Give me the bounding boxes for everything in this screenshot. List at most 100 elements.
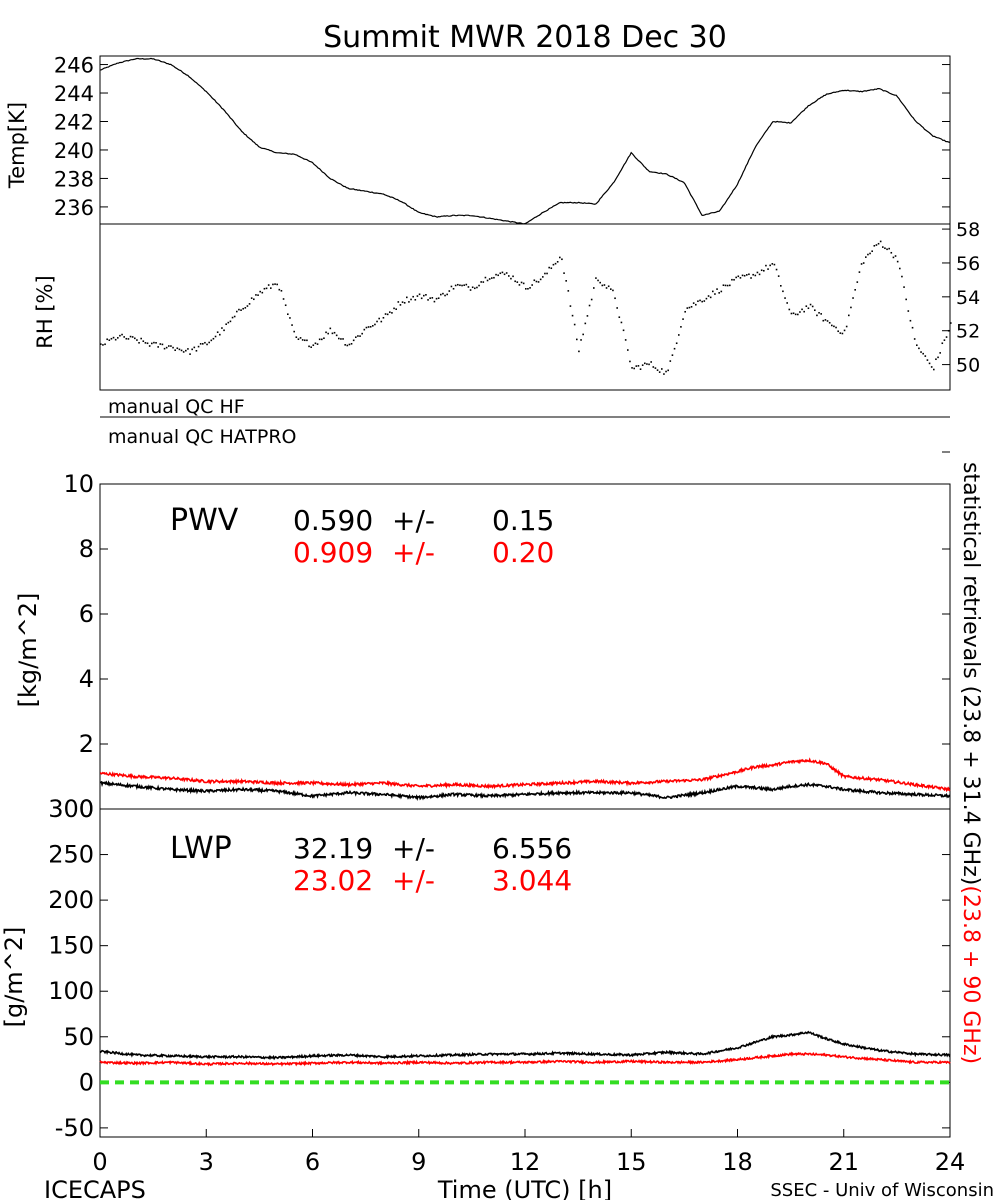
series-layer [99, 57, 952, 1085]
rh-point [376, 320, 378, 323]
rh-point [484, 276, 487, 279]
rh-point [539, 278, 542, 281]
pwv-red-sd: 0.20 [492, 536, 554, 569]
rh-point [950, 322, 952, 324]
rh-point [537, 281, 540, 283]
rh-point [299, 337, 302, 339]
rh-point [833, 325, 835, 328]
lwp-red-pm: +/- [392, 864, 435, 897]
rh-point [763, 269, 765, 272]
rh-point [797, 313, 799, 316]
rh-point [395, 308, 397, 311]
rh-point [352, 339, 355, 342]
rh-point [769, 264, 771, 267]
rh-point [257, 294, 259, 296]
rh-point [363, 328, 366, 331]
rh-point [267, 284, 270, 286]
rh-point [329, 327, 332, 330]
rh-point [663, 373, 665, 375]
rh-point [448, 290, 451, 292]
rh-point [610, 288, 612, 290]
rh-point [814, 309, 816, 312]
rh-point [384, 313, 387, 315]
rh-point [933, 368, 935, 371]
rh-point [325, 331, 327, 334]
rh-point [879, 240, 882, 243]
rh-point [261, 291, 264, 294]
lwp-xtick-label: 15 [616, 1148, 647, 1176]
rh-point [153, 341, 155, 344]
rh-point [129, 335, 132, 338]
rh-point [771, 263, 774, 265]
temp-ytick-label: 236 [54, 196, 94, 220]
rh-point [803, 310, 805, 313]
rh-point [236, 310, 238, 313]
rh-point [947, 329, 950, 332]
rh-point [304, 339, 306, 342]
rh-point [104, 343, 106, 346]
temp-series-0 [99, 57, 951, 225]
rh-point [369, 325, 372, 328]
side-label-red: (23.8 + 90 GHz) [958, 885, 983, 1064]
lwp-red-mean: 23.02 [293, 864, 373, 897]
rh-point [729, 284, 731, 287]
rh-point [780, 285, 782, 287]
rh-point [616, 307, 618, 309]
rh-point [597, 279, 599, 282]
rh-point [193, 346, 196, 349]
rh-point [457, 283, 459, 286]
rh-point [331, 332, 334, 335]
rh-point [584, 322, 587, 325]
rh-point [355, 336, 357, 339]
rh-point [688, 306, 691, 309]
lwp-ytick-label: 200 [48, 886, 94, 914]
lwp-ytick-label: 100 [48, 977, 94, 1005]
rh-point [202, 343, 204, 345]
rh-point [580, 339, 582, 341]
rh-point [899, 267, 901, 270]
rh-point [486, 279, 489, 282]
pwv-ylabel: [kg/m^2] [14, 593, 42, 708]
rh-point [106, 338, 108, 341]
rh-point [478, 284, 480, 287]
rh-point [748, 273, 750, 276]
rh-point [867, 253, 869, 256]
rh-point [924, 355, 927, 357]
rh-point [720, 290, 723, 293]
rh-point [886, 248, 888, 251]
rh-ytick-label: 56 [956, 253, 980, 275]
rh-point [888, 247, 890, 250]
rh-point [877, 242, 880, 245]
rh-point [807, 307, 810, 310]
rh-point [208, 341, 210, 344]
lwp-red-sd: 3.044 [492, 864, 572, 897]
rh-point [357, 335, 359, 337]
lwp-ytick-label: 300 [48, 795, 94, 823]
rh-point [433, 300, 436, 303]
rh-point [718, 292, 720, 294]
rh-point [622, 329, 625, 332]
rh-point [639, 368, 642, 370]
rh-point [565, 280, 567, 282]
rh-point [612, 289, 614, 292]
rh-point [586, 315, 589, 317]
rh-point [212, 337, 215, 340]
rh-point [168, 345, 170, 347]
rh-point [278, 288, 281, 291]
rh-point [282, 298, 285, 300]
rh-point [529, 287, 531, 289]
ticks-layer: 23623824024224424650525456580246810-5005… [48, 54, 980, 1176]
qc-hatpro-label: manual QC HATPRO [108, 426, 297, 448]
rh-point [552, 263, 555, 266]
rh-point [705, 297, 708, 300]
rh-point [854, 289, 856, 291]
rh-point [231, 316, 234, 319]
rh-point [945, 336, 948, 338]
rh-point [856, 281, 859, 283]
rh-point [248, 303, 251, 305]
rh-point [703, 300, 706, 302]
rh-point [724, 284, 727, 287]
rh-point [255, 294, 257, 296]
rh-point [692, 302, 695, 304]
rh-point [678, 334, 680, 336]
